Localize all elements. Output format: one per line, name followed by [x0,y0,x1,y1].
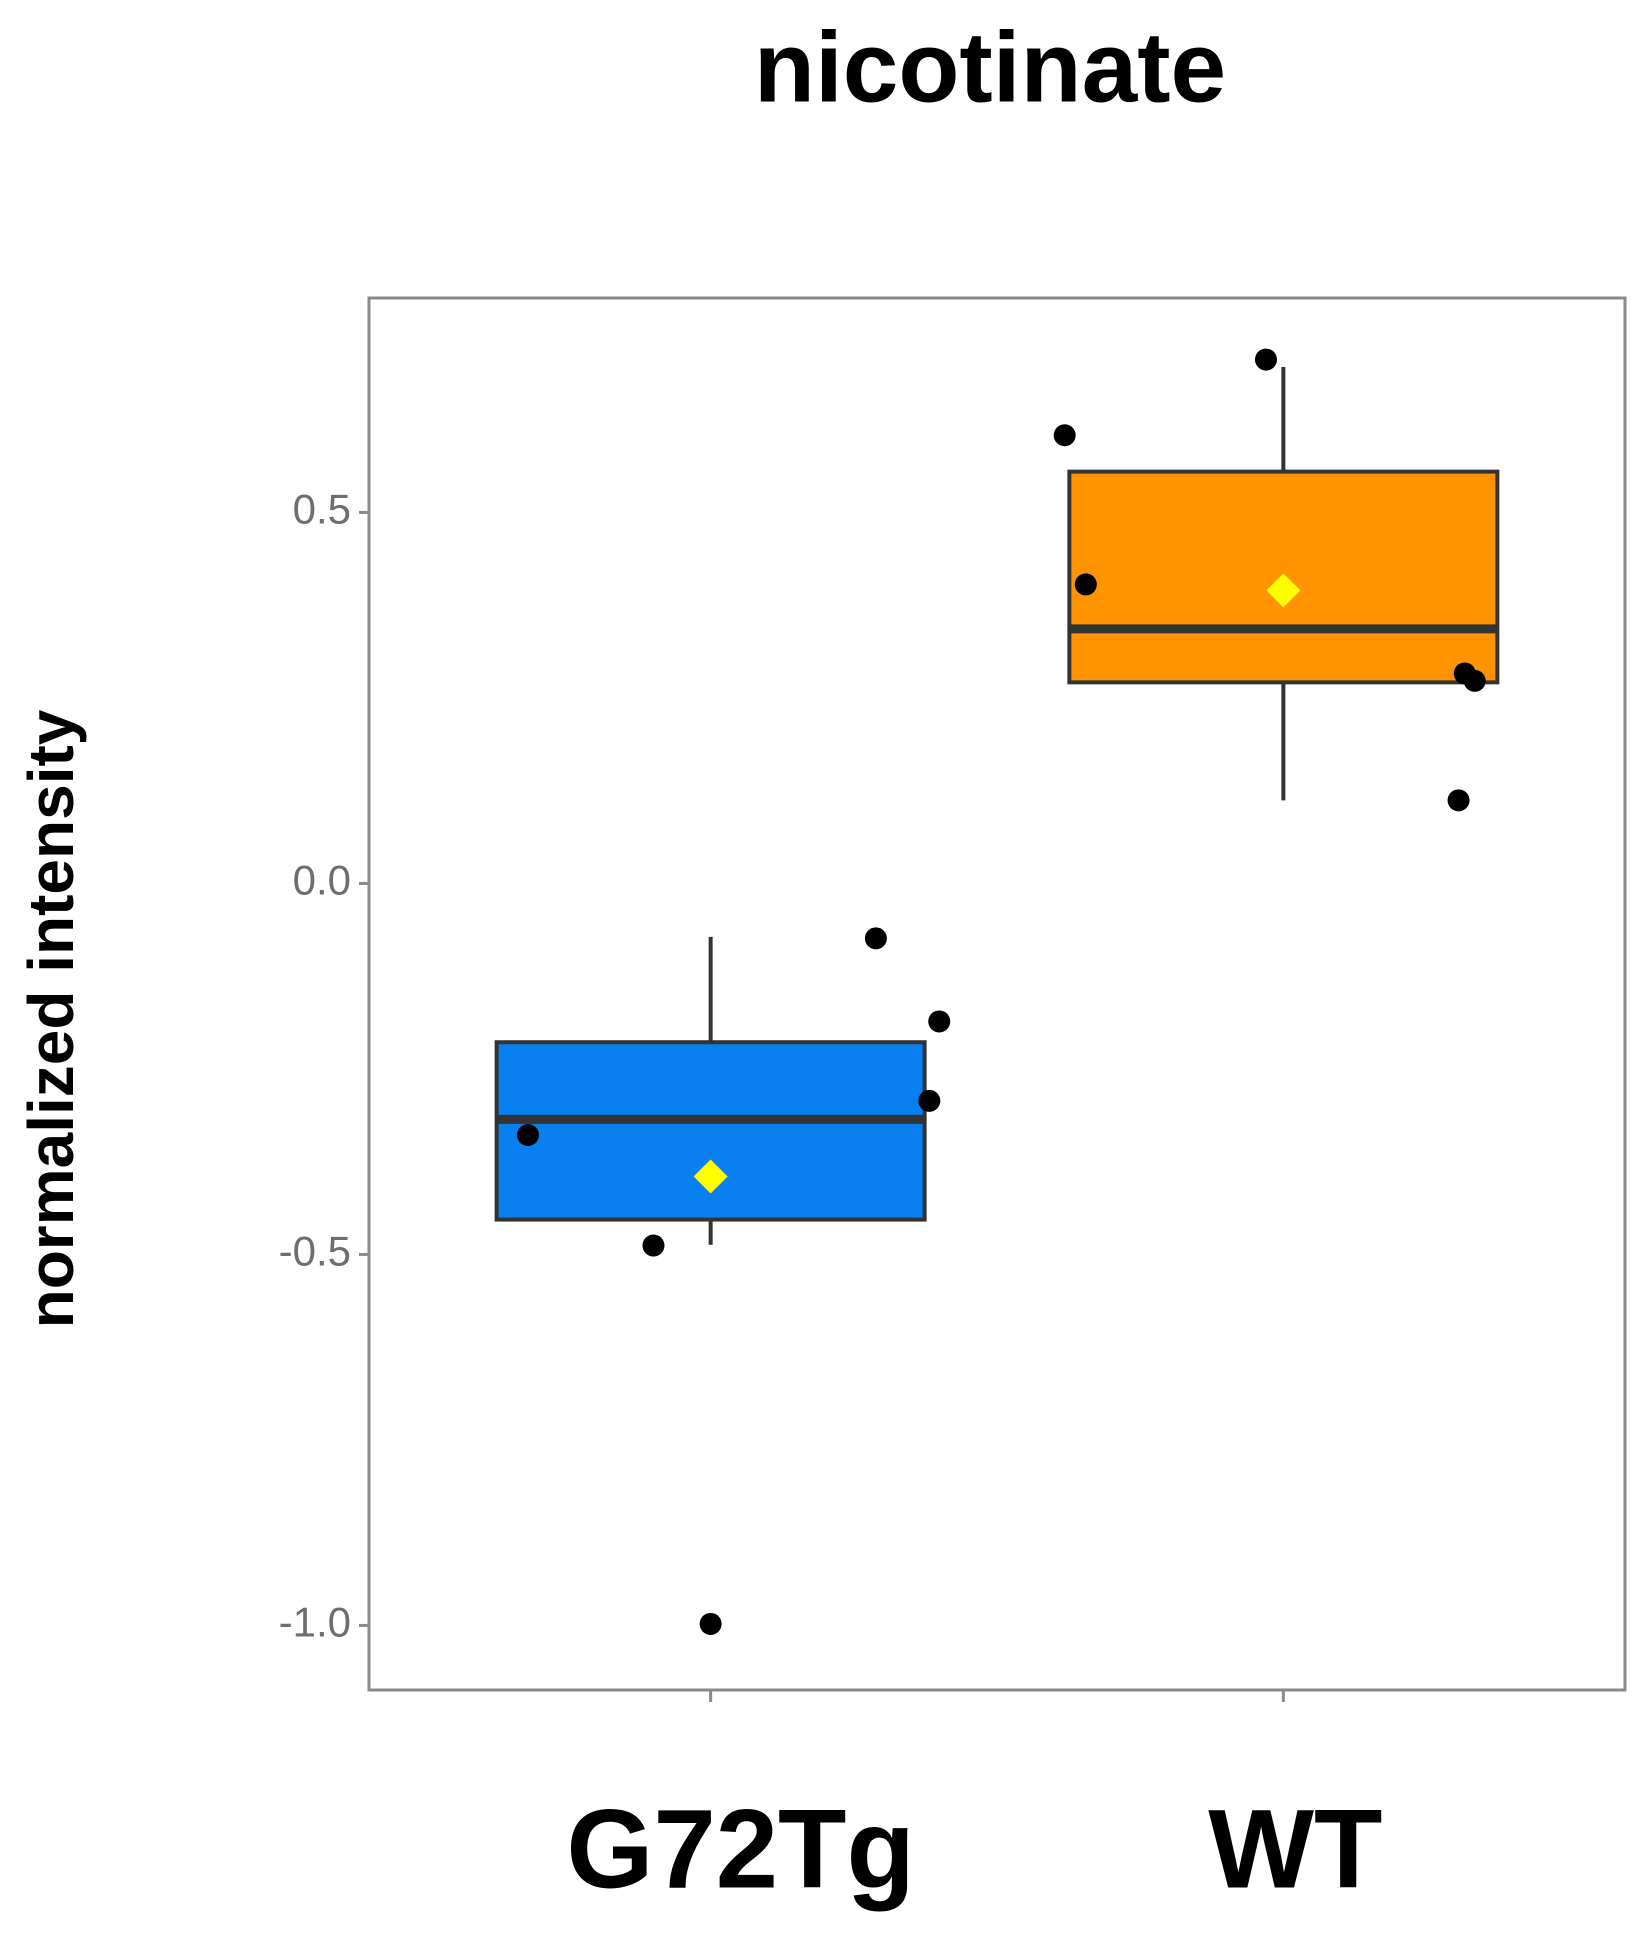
y-tick-label: -1.0 [279,1599,351,1646]
data-point [642,1234,665,1257]
mean-marker [693,1159,728,1194]
data-point [928,1010,951,1033]
y-axis-label: normalized intensity [15,709,87,1328]
data-point [1254,348,1277,371]
x-tick-label: WT [1208,1787,1382,1912]
data-point [1053,424,1076,447]
x-tick-label: G72Tg [566,1787,915,1912]
data-point [516,1123,539,1146]
y-tick-label: -0.5 [279,1228,351,1275]
plot-frame [367,296,1627,1692]
data-point [864,927,887,950]
mean-marker [1266,573,1301,608]
y-tick-label: 0.0 [293,857,351,904]
data-point [1074,573,1097,596]
data-point [1447,789,1470,812]
y-tick-label: 0.5 [293,486,351,533]
data-point [918,1089,941,1112]
data-point [699,1612,722,1635]
data-point [1463,669,1486,692]
chart-title: nicotinate [754,11,1226,123]
